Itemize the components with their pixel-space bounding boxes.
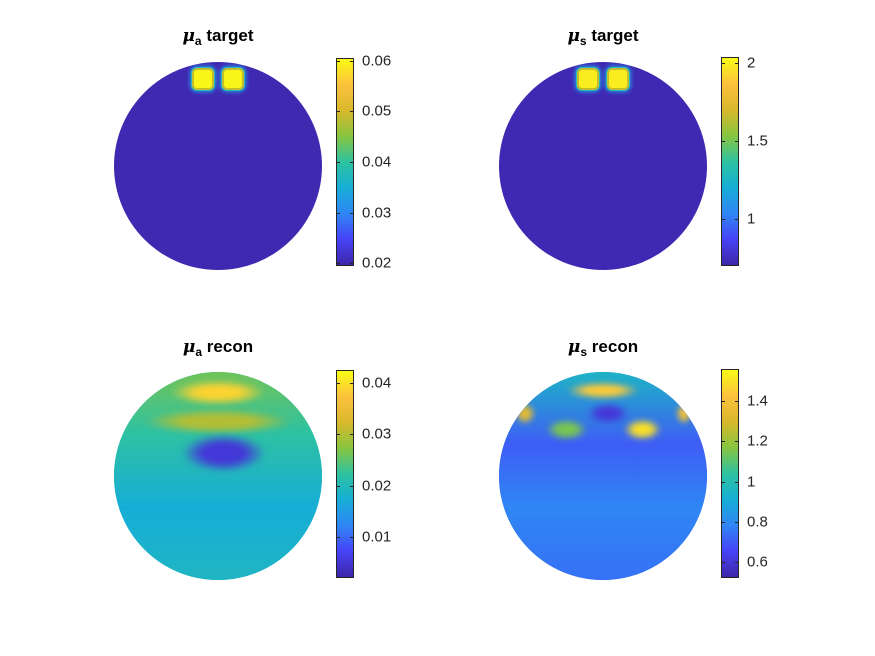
colorbar-tick-label: 0.04 (362, 153, 392, 171)
colorbar-tick-label: 0.8 (747, 513, 768, 531)
recon-feature (145, 409, 291, 435)
inclusion (579, 69, 598, 88)
title-symbol: μ (182, 337, 196, 357)
recon-feature (675, 403, 693, 424)
inclusion (194, 69, 213, 88)
colorbar-tick-label: 1.2 (747, 432, 768, 450)
colorbar-tick (350, 434, 354, 436)
colorbar-tick (735, 63, 739, 65)
colorbar-tick-label: 0.03 (362, 425, 392, 443)
colorbar-tick (735, 521, 739, 523)
panel-title: μa target (182, 26, 254, 48)
inclusion (223, 69, 242, 88)
recon-feature (181, 434, 265, 472)
colorbar-tick (721, 561, 725, 563)
colorbar-tick (336, 382, 340, 384)
colorbar-tick (721, 141, 725, 143)
colorbar-tick (735, 441, 739, 443)
mua-target-disk (114, 62, 322, 270)
panel-title: μs target (567, 26, 639, 48)
colorbar-tick-label: 0.6 (747, 553, 768, 571)
colorbar-tick (721, 63, 725, 65)
colorbar-tick (336, 263, 340, 265)
colorbar-tick-label: 0.05 (362, 102, 392, 120)
inclusion (608, 69, 627, 88)
colorbar-tick (735, 481, 739, 483)
mua-recon-colorbar (336, 370, 354, 578)
mus-recon-colorbar (721, 369, 739, 578)
colorbar-tick-label: 0.04 (362, 374, 392, 392)
colorbar-tick (721, 441, 725, 443)
colorbar-tick-label: 0.03 (362, 204, 392, 222)
colorbar-tick-label: 0.02 (362, 254, 392, 272)
colorbar-tick (350, 485, 354, 487)
colorbar-tick (735, 141, 739, 143)
recon-feature (545, 418, 588, 440)
title-text: recon (206, 337, 254, 356)
colorbar-tick (336, 111, 340, 113)
colorbar-tick (350, 162, 354, 163)
colorbar-tick (721, 521, 725, 523)
panel-title: μs recon (567, 337, 639, 359)
title-subscript: s (580, 345, 588, 359)
recon-feature (587, 403, 629, 424)
colorbar-tick (350, 536, 354, 538)
mus-target-disk (499, 62, 707, 270)
colorbar-tick (350, 382, 354, 384)
colorbar-tick (350, 212, 354, 214)
colorbar-tick-label: 0.02 (362, 477, 392, 495)
colorbar-tick (735, 401, 739, 403)
colorbar-tick (336, 434, 340, 436)
title-text: recon (591, 337, 639, 356)
panel-title: μa recon (182, 337, 254, 359)
colorbar-tick (721, 401, 725, 403)
title-text: target (591, 26, 639, 45)
colorbar-tick (350, 263, 354, 265)
colorbar-tick (350, 111, 354, 113)
colorbar-tick (336, 212, 340, 214)
colorbar-tick-label: 1.5 (747, 132, 768, 150)
colorbar-tick (721, 219, 725, 221)
mus-target-colorbar (721, 57, 739, 266)
panel-mua-target: μa target 0.02 0.03 0.04 0.05 0.06 (0, 0, 440, 320)
mus-recon-disk (499, 372, 707, 580)
title-subscript: a (195, 345, 203, 359)
recon-feature (514, 403, 536, 424)
colorbar-tick (336, 60, 340, 62)
colorbar-tick (735, 561, 739, 563)
mua-recon-disk (114, 372, 322, 580)
colorbar-tick (350, 60, 354, 62)
panel-mus-recon: μs recon 0.6 0.8 1 1.2 1.4 (0, 0, 768, 580)
title-symbol: μ (567, 337, 581, 357)
colorbar-tick (336, 162, 340, 163)
panel-mus-target: μs target 1 1.5 2 (0, 0, 768, 320)
colorbar-tick-label: 2 (747, 54, 756, 72)
colorbar-tick (721, 481, 725, 483)
recon-feature (171, 380, 265, 406)
recon-feature (566, 382, 640, 400)
title-text: target (206, 26, 254, 45)
colorbar-tick-label: 0.06 (362, 52, 392, 70)
panel-mua-recon: μa recon 0.01 0.02 0.03 0.04 (0, 0, 440, 580)
colorbar-tick-label: 1 (747, 210, 756, 228)
colorbar-tick (336, 536, 340, 538)
title-symbol: μ (567, 26, 580, 46)
title-symbol: μ (182, 26, 195, 46)
title-subscript: a (194, 34, 202, 48)
recon-shading (114, 372, 322, 580)
colorbar-tick (336, 485, 340, 487)
colorbar-tick-label: 1 (747, 473, 756, 491)
recon-feature (623, 418, 662, 440)
colorbar-tick (735, 219, 739, 221)
title-subscript: s (579, 34, 587, 48)
colorbar-tick-label: 0.01 (362, 528, 392, 546)
colorbar-tick-label: 1.4 (747, 392, 768, 410)
